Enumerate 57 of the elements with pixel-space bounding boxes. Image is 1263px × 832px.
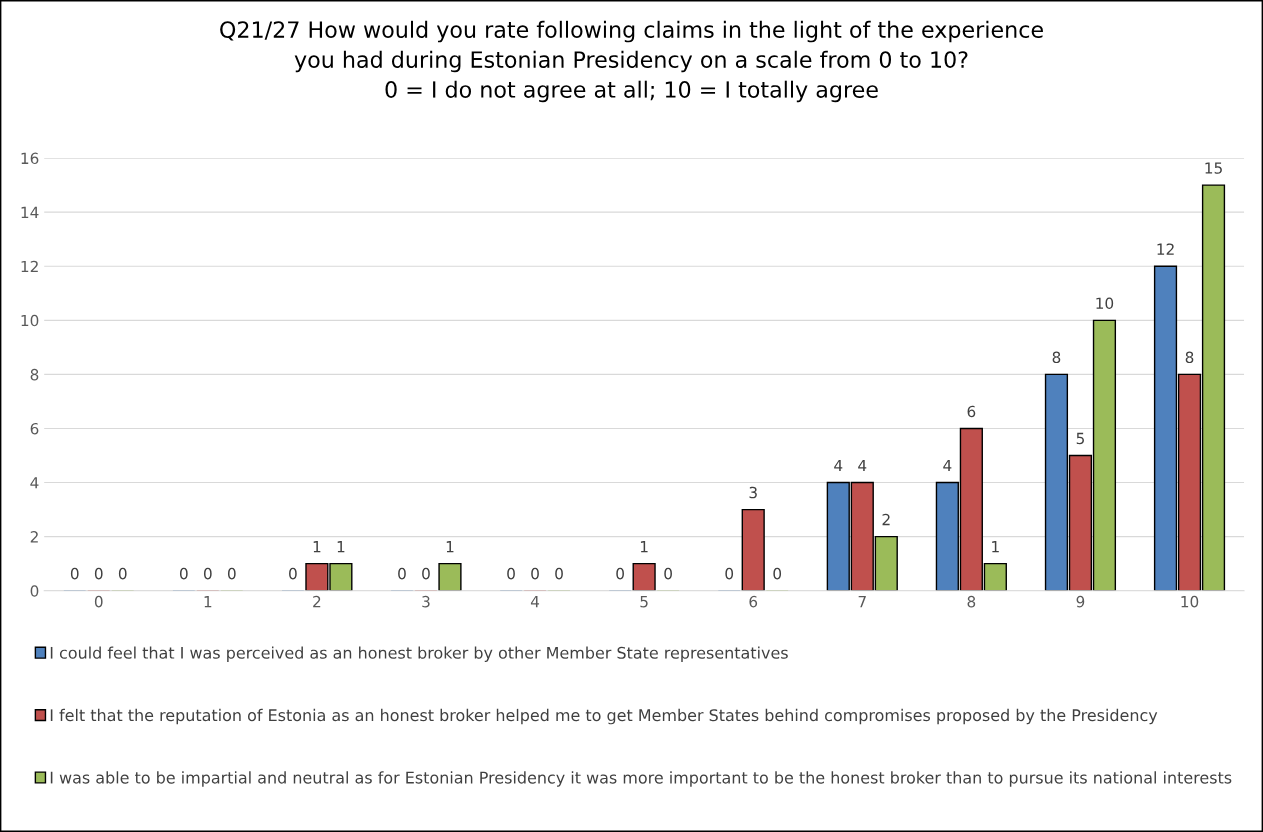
data-label: 1 bbox=[640, 541, 648, 553]
data-label: 0 bbox=[555, 567, 563, 580]
data-label: 0 bbox=[70, 567, 79, 580]
data-label: 8 bbox=[1052, 351, 1061, 364]
x-tick-label: 2 bbox=[313, 595, 321, 608]
y-tick-label: 0 bbox=[30, 585, 39, 597]
y-tick-label: 10 bbox=[21, 314, 39, 327]
data-label: 0 bbox=[773, 567, 782, 580]
data-label: 0 bbox=[664, 567, 672, 580]
x-tick-label: 9 bbox=[1076, 595, 1085, 608]
data-label: 3 bbox=[749, 486, 757, 499]
data-label: 0 bbox=[616, 567, 624, 580]
data-label: 0 bbox=[289, 567, 297, 580]
data-label: 4 bbox=[834, 459, 843, 472]
data-label: 2 bbox=[882, 513, 890, 526]
data-label: 4 bbox=[858, 459, 867, 472]
data-label: 0 bbox=[531, 567, 539, 580]
data-label: 0 bbox=[118, 567, 127, 580]
data-label: 1 bbox=[992, 541, 999, 553]
y-tick-label: 16 bbox=[21, 152, 39, 165]
x-tick-label: 3 bbox=[422, 595, 430, 608]
x-tick-label: 7 bbox=[858, 596, 866, 608]
y-tick-label: 6 bbox=[30, 422, 39, 435]
y-tick-label: 4 bbox=[30, 477, 39, 489]
data-label: 0 bbox=[725, 567, 734, 580]
data-label: 0 bbox=[179, 567, 188, 580]
data-label: 0 bbox=[227, 567, 236, 580]
y-tick-label: 2 bbox=[30, 531, 38, 543]
data-label: 6 bbox=[967, 405, 976, 418]
data-label: 0 bbox=[507, 567, 515, 580]
y-tick-label: 8 bbox=[30, 368, 39, 381]
x-tick-label: 1 bbox=[204, 596, 212, 608]
x-tick-label: 5 bbox=[640, 596, 648, 608]
x-tick-label: 10 bbox=[1181, 595, 1199, 608]
x-tick-label: 4 bbox=[530, 596, 540, 608]
data-label: 8 bbox=[1185, 351, 1194, 364]
legend-label: I could feel that I was perceived as an honest broker by other Member State representatives bbox=[50, 646, 788, 662]
data-label: 15 bbox=[1205, 162, 1222, 174]
data-label: 1 bbox=[337, 541, 345, 553]
legend-label: I was able to be impartial and neutral as for Estonian Presidency it was more important to be the honest broker than to pursue its national interests bbox=[50, 771, 1232, 787]
data-label: 12 bbox=[1157, 243, 1174, 255]
x-tick-label: 6 bbox=[749, 595, 758, 608]
data-label: 0 bbox=[94, 567, 103, 580]
data-label: 0 bbox=[422, 567, 430, 580]
data-label: 1 bbox=[446, 541, 454, 553]
data-label: 5 bbox=[1076, 432, 1084, 445]
data-label: 0 bbox=[203, 567, 212, 580]
y-tick-label: 12 bbox=[21, 260, 38, 273]
x-tick-label: 8 bbox=[967, 595, 976, 608]
data-label: 10 bbox=[1096, 297, 1114, 310]
legend-label: I felt that the reputation of Estonia as an honest broker helped me to get Member States behind compromises proposed by the Presidency bbox=[50, 708, 1158, 725]
data-label: 1 bbox=[313, 541, 321, 553]
data-label: 0 bbox=[398, 567, 406, 580]
data-label: 4 bbox=[943, 459, 952, 472]
x-tick-label: 0 bbox=[94, 595, 103, 608]
chart-title: Q21/27 How would you rate following claims in the light of the experience you had during Estonian Presidency on a scale from 0 to 10? 0 = I do not agree at all; 10 = I totally agree bbox=[220, 20, 1043, 103]
y-tick-label: 14 bbox=[21, 206, 39, 218]
